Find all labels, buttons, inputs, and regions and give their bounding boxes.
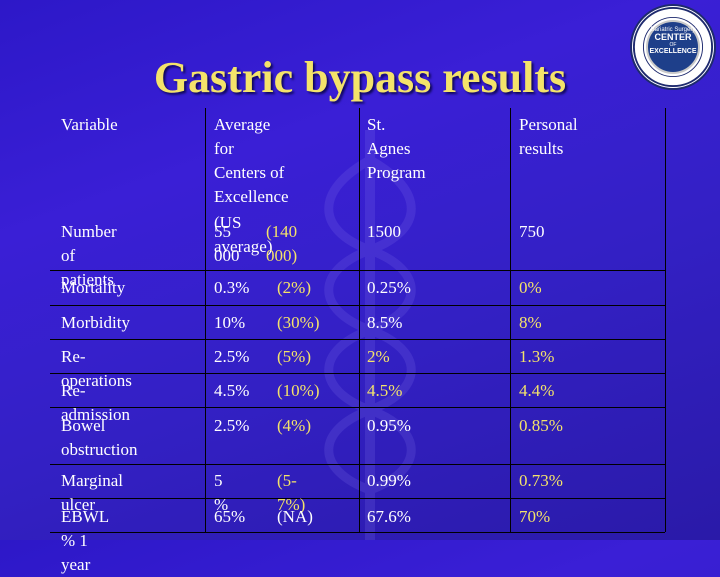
row-avg: 0.3% <box>214 278 250 297</box>
row-variable-line: Number of <box>61 222 117 265</box>
row-stagnes: 4.5% <box>367 381 403 400</box>
row-variable: EBWL % 1 year <box>61 507 109 574</box>
page-title: Gastric bypass results <box>153 53 567 102</box>
row-stagnes: 8.5% <box>367 313 403 332</box>
row-divider <box>50 270 665 271</box>
row-avg: 2.5% <box>214 347 250 366</box>
row-divider <box>50 532 665 533</box>
seal-line2: CENTER <box>654 32 692 42</box>
column-divider <box>205 108 206 532</box>
row-avg: 55 000 <box>214 222 240 265</box>
row-avg: 2.5% <box>214 416 250 435</box>
row-us: (4%) <box>277 416 311 435</box>
seal-line4: EXCELLENCE <box>649 48 697 55</box>
row-us: (2%) <box>277 278 311 297</box>
row-stagnes: 0.99% <box>367 471 411 490</box>
row-us: (30%) <box>277 313 320 332</box>
row-divider <box>50 339 665 340</box>
center-of-excellence-seal: Bariatric Surgery CENTER OF EXCELLENCE <box>630 4 716 90</box>
row-variable: Mortality <box>61 278 126 297</box>
column-divider <box>510 108 511 532</box>
row-variable: Marginal ulcer <box>61 471 124 514</box>
header-average-line: Centers of <box>214 163 285 182</box>
row-avg: 10% <box>214 313 246 332</box>
row-us: (10%) <box>277 381 320 400</box>
row-us: (5-7%) <box>277 471 306 514</box>
row-divider <box>50 407 665 408</box>
row-personal: 0.73% <box>519 471 563 490</box>
row-personal: 750 <box>519 222 545 241</box>
row-variable-line: Bowel <box>61 416 106 435</box>
row-stagnes: 1500 <box>367 222 401 241</box>
row-stagnes: 67.6% <box>367 507 411 526</box>
row-personal: 0% <box>519 278 542 297</box>
header-stagnes: St. Agnes Program <box>367 113 426 185</box>
row-variable: Number of patients <box>61 220 117 292</box>
row-divider <box>50 305 665 306</box>
row-us: (5%) <box>277 347 311 366</box>
row-variable: Re-admission <box>61 381 130 424</box>
header-variable: Variable <box>61 115 118 134</box>
header-average-line: Average for <box>214 115 271 158</box>
row-variable: Re-operations <box>61 347 132 390</box>
header-stagnes-line: St. Agnes <box>367 115 411 158</box>
row-us: (NA) <box>277 507 313 526</box>
row-avg: 65% <box>214 507 246 526</box>
row-divider <box>50 373 665 374</box>
row-divider <box>50 464 665 465</box>
column-divider <box>665 108 666 532</box>
caduceus-watermark-icon <box>324 130 416 540</box>
header-personal: Personal results <box>519 115 578 158</box>
row-personal: 8% <box>519 313 542 332</box>
row-stagnes: 2% <box>367 347 390 366</box>
seal-line1: Bariatric Surgery <box>650 27 696 33</box>
row-variable: Morbidity <box>61 313 130 332</box>
row-personal: 4.4% <box>519 381 555 400</box>
row-stagnes: 0.25% <box>367 278 411 297</box>
row-stagnes: 0.95% <box>367 416 411 435</box>
seal-center: Bariatric Surgery CENTER OF EXCELLENCE <box>646 20 700 74</box>
seal-line3: OF <box>669 42 677 48</box>
header-average-line: Excellence <box>214 187 289 206</box>
row-personal: 70% <box>519 507 551 526</box>
row-avg: 4.5% <box>214 381 250 400</box>
row-us: (140 000) <box>266 222 298 265</box>
row-avg: 5 % <box>214 471 229 514</box>
row-divider <box>50 498 665 499</box>
row-variable: Bowel obstruction <box>61 414 138 462</box>
header-stagnes-line: Program <box>367 163 426 182</box>
row-personal: 0.85% <box>519 416 563 435</box>
header-average-line: (US average) <box>214 213 273 256</box>
row-variable-line: obstruction <box>61 440 138 459</box>
column-divider <box>359 108 360 532</box>
header-average: Average for Centers of Excellence (US av… <box>214 113 289 259</box>
row-personal: 1.3% <box>519 347 555 366</box>
row-variable-line: patients <box>61 270 114 289</box>
